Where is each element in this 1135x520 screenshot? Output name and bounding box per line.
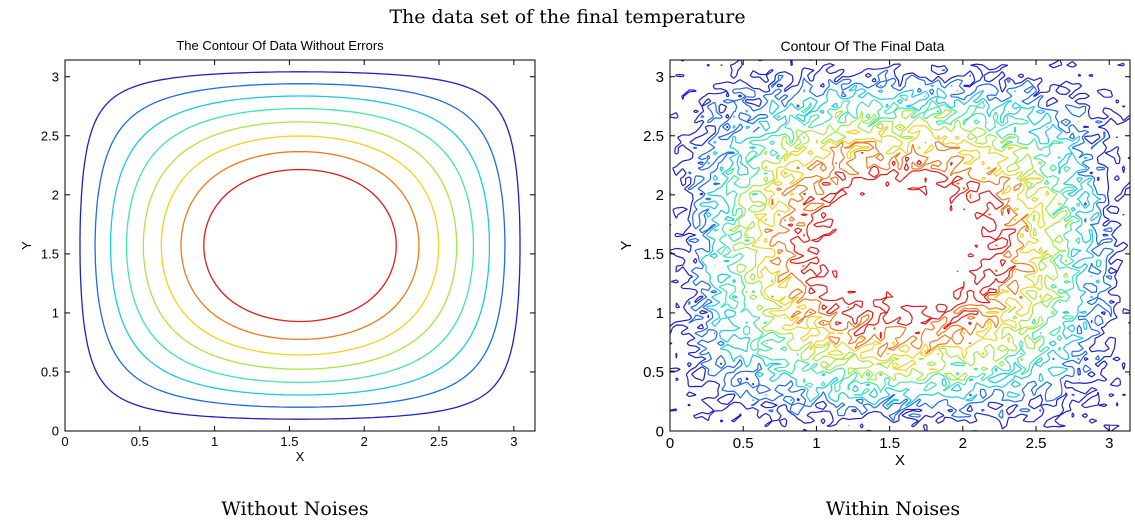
contour-lines bbox=[669, 59, 1131, 432]
caption-within-noises: Within Noises bbox=[825, 498, 961, 520]
y-tick-label: 2.5 bbox=[643, 128, 664, 145]
x-tick-label: 2 bbox=[959, 435, 967, 452]
contour-level-0.6 bbox=[160, 135, 440, 356]
y-tick-label: 0 bbox=[656, 423, 664, 440]
contour-level-0.1 bbox=[79, 71, 521, 420]
y-axis-label: Y bbox=[618, 240, 635, 250]
figure-title: The data set of the final temperature bbox=[389, 6, 746, 28]
contour-level-0.3 bbox=[699, 84, 1102, 407]
x-axis-label: X bbox=[296, 449, 305, 464]
x-tick-label: 1.5 bbox=[280, 434, 298, 449]
contour-level-0.4 bbox=[713, 94, 1081, 396]
contour-lines bbox=[79, 71, 521, 420]
plot-title-left: The Contour Of Data Without Errors bbox=[176, 38, 384, 53]
y-tick-label: 2.5 bbox=[41, 128, 59, 143]
y-tick-label: 1 bbox=[52, 305, 59, 320]
contour-panel-final-data: Contour Of The Final Data 0 0.5 1 1.5 2 2.5 3 0… bbox=[590, 30, 1135, 480]
x-tick-label: 0.5 bbox=[733, 435, 754, 452]
contour-level-0.3 bbox=[109, 95, 491, 396]
contour-panel-without-errors: The Contour Of Data Without Errors 0 0.5 1… bbox=[0, 30, 560, 480]
contour-level-0.2 bbox=[94, 83, 506, 408]
contour-chart-final-data: 0 0.5 1 1.5 2 2.5 3 0 0.5 1 1.5 2 2.5 3 X Y bbox=[618, 59, 1131, 469]
y-tick-label: 2 bbox=[52, 187, 59, 202]
x-tick-label: 3 bbox=[1105, 435, 1113, 452]
x-tick-label: 2.5 bbox=[1026, 435, 1047, 452]
x-tick-label: 2.5 bbox=[430, 434, 448, 449]
x-tick-label: 1 bbox=[812, 435, 820, 452]
x-tick-label: 3 bbox=[510, 434, 517, 449]
contour-chart-without-errors: 0 0.5 1 1.5 2 2.5 3 0 0.5 1 1.5 2 2.5 3 X Y bbox=[19, 59, 536, 464]
y-tick-label: 1.5 bbox=[41, 246, 59, 261]
y-tick-label: 0 bbox=[52, 424, 59, 439]
caption-without-noises: Without Noises bbox=[221, 498, 369, 520]
x-tick-label: 0.5 bbox=[131, 434, 149, 449]
contour-level-0.2 bbox=[687, 69, 1114, 422]
y-axis-label: Y bbox=[19, 241, 34, 250]
y-tick-label: 1.5 bbox=[643, 246, 664, 263]
contour-level-0.5 bbox=[142, 121, 458, 370]
y-tick-label: 3 bbox=[656, 69, 664, 86]
x-tick-label: 1 bbox=[211, 434, 218, 449]
y-tick-label: 1 bbox=[656, 305, 664, 322]
x-tick-label: 0 bbox=[666, 435, 674, 452]
contour-level-0.5 bbox=[728, 109, 1073, 382]
x-axis-label: X bbox=[895, 452, 905, 469]
contour-level-0.7 bbox=[180, 150, 420, 341]
axes-box bbox=[64, 59, 536, 432]
contour-level-0.1 bbox=[669, 59, 1131, 432]
plot-title-right: Contour Of The Final Data bbox=[780, 38, 945, 54]
y-tick-label: 0.5 bbox=[41, 365, 59, 380]
y-tick-label: 0.5 bbox=[643, 364, 664, 381]
contour-level-0.8 bbox=[784, 152, 1017, 339]
contour-level-0.4 bbox=[125, 107, 475, 384]
x-tick-label: 1.5 bbox=[879, 435, 900, 452]
contour-level-0.7 bbox=[758, 140, 1036, 358]
x-tick-label: 0 bbox=[61, 434, 68, 449]
contour-level-0.6 bbox=[745, 125, 1055, 372]
contour-level-0.8 bbox=[203, 168, 397, 323]
y-tick-label: 3 bbox=[52, 69, 59, 84]
x-tick-label: 2 bbox=[361, 434, 368, 449]
y-tick-label: 2 bbox=[656, 187, 664, 204]
axes-box bbox=[669, 59, 1131, 432]
